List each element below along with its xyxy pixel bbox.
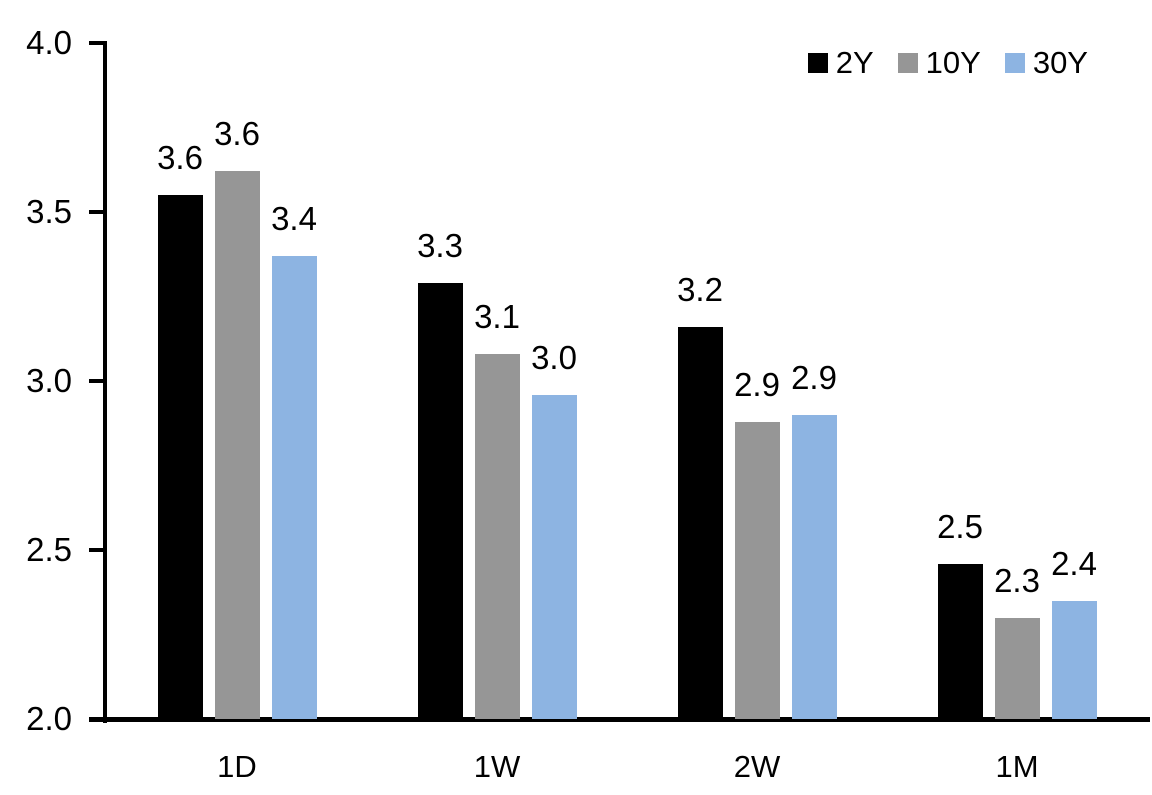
y-tick-label: 2.5: [26, 531, 72, 568]
legend-label: 10Y: [925, 45, 981, 80]
data-label: 3.2: [677, 270, 723, 308]
bar-2y-2w: [677, 326, 723, 719]
x-axis-line: [89, 717, 1150, 722]
y-tick-label: 4.0: [26, 24, 72, 61]
bar-30y-1m: [1051, 600, 1097, 719]
bar-2y-1m: [937, 563, 983, 719]
legend-item-10y: 10Y: [897, 45, 981, 80]
data-label: 2.9: [791, 358, 837, 396]
bar-30y-2w: [791, 414, 837, 719]
y-axis-tick: [89, 548, 103, 552]
x-tick-label: 1W: [473, 749, 521, 784]
y-axis-tick: [89, 210, 103, 214]
bar-10y-1d: [214, 171, 260, 719]
y-axis-tick: [89, 379, 103, 383]
legend-swatch-icon: [897, 52, 918, 73]
legend-item-30y: 30Y: [1004, 45, 1088, 80]
legend-label: 2Y: [835, 45, 874, 80]
data-label: 2.9: [734, 365, 780, 403]
data-label: 3.0: [531, 338, 577, 376]
bar-10y-2w: [734, 421, 780, 719]
legend-swatch-icon: [1004, 52, 1025, 73]
bar-10y-1m: [994, 617, 1040, 719]
data-label: 3.1: [474, 297, 520, 335]
legend-label: 30Y: [1032, 45, 1088, 80]
y-axis-line: [103, 41, 107, 723]
data-label: 3.6: [214, 115, 260, 153]
x-tick-label: 1D: [217, 749, 257, 784]
y-tick-label: 3.5: [26, 193, 72, 230]
bar-30y-1w: [531, 394, 577, 719]
data-label: 3.4: [271, 199, 317, 237]
legend: 2Y 10Y 30Y: [807, 45, 1088, 80]
bar-30y-1d: [271, 255, 317, 719]
x-tick-label: 2W: [733, 749, 781, 784]
data-label: 2.3: [994, 561, 1040, 599]
data-label: 3.6: [157, 139, 203, 177]
data-label: 3.3: [417, 226, 463, 264]
legend-item-2y: 2Y: [807, 45, 874, 80]
bar-10y-1w: [474, 353, 520, 719]
y-tick-label: 2.0: [26, 700, 72, 737]
data-label: 2.4: [1051, 544, 1097, 582]
bar-2y-1w: [417, 282, 463, 719]
data-label: 2.5: [937, 507, 983, 545]
x-tick-label: 1M: [995, 749, 1039, 784]
y-tick-label: 3.0: [26, 362, 72, 399]
bar-2y-1d: [157, 195, 203, 719]
legend-swatch-icon: [807, 52, 828, 73]
y-axis-tick: [89, 41, 103, 45]
y-axis-tick: [89, 717, 103, 721]
